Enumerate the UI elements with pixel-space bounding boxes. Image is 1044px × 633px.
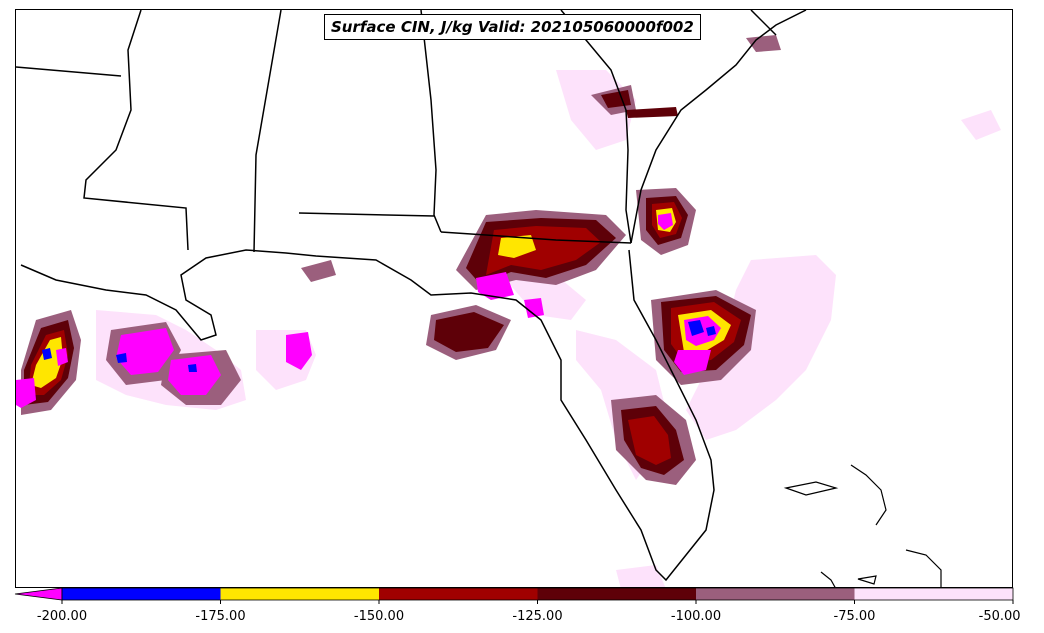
colorbar-bin bbox=[696, 588, 855, 600]
colorbar-bin bbox=[62, 588, 221, 600]
cin-band-magenta bbox=[16, 213, 721, 408]
cin-band-light-pink bbox=[96, 70, 1001, 587]
state-boundaries bbox=[16, 10, 807, 582]
colorbar-tick-label: -50.00 bbox=[978, 609, 1021, 624]
colorbar-bin bbox=[379, 588, 538, 600]
colorbar-bin bbox=[537, 588, 696, 600]
colorbar bbox=[14, 587, 1014, 604]
cin-map bbox=[16, 10, 1001, 587]
cin-band-blue bbox=[42, 320, 716, 372]
bahamas-coastlines bbox=[783, 464, 942, 587]
cin-band-dark-maroon bbox=[24, 90, 751, 475]
colorbar-tick-label: -75.00 bbox=[833, 609, 876, 624]
colorbar-tick-label: -100.00 bbox=[670, 609, 722, 624]
cin-band-mauve bbox=[21, 35, 781, 485]
colorbar-tick-label: -200.00 bbox=[36, 609, 88, 624]
colorbar-bin bbox=[854, 588, 1013, 600]
map-title: Surface CIN, J/kg Valid: 202105060000f00… bbox=[324, 14, 701, 40]
colorbar-tick-label: -150.00 bbox=[353, 609, 405, 624]
colorbar-tick-label: -125.00 bbox=[512, 609, 563, 624]
colorbar-tick-label: -175.00 bbox=[195, 609, 246, 624]
colorbar-bin bbox=[220, 588, 379, 600]
colorbar-extend-triangle bbox=[14, 587, 63, 601]
map-panel bbox=[15, 9, 1013, 588]
